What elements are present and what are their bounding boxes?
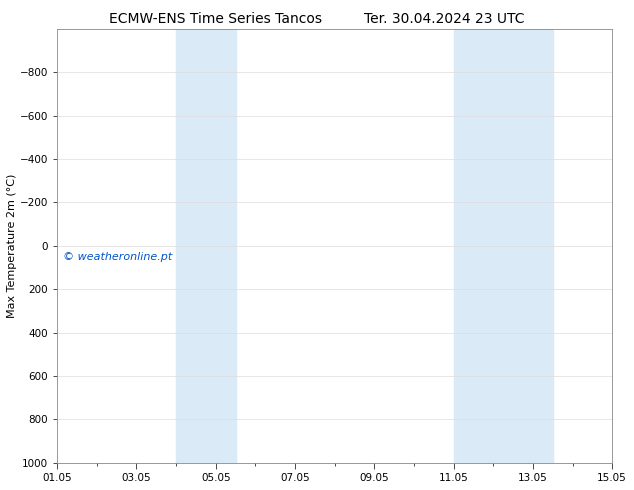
Bar <box>453 29 553 463</box>
Text: Ter. 30.04.2024 23 UTC: Ter. 30.04.2024 23 UTC <box>363 12 524 26</box>
Y-axis label: Max Temperature 2m (°C): Max Temperature 2m (°C) <box>7 173 17 318</box>
Text: © weatheronline.pt: © weatheronline.pt <box>63 252 172 262</box>
Text: ECMW-ENS Time Series Tancos: ECMW-ENS Time Series Tancos <box>109 12 322 26</box>
Bar <box>176 29 236 463</box>
